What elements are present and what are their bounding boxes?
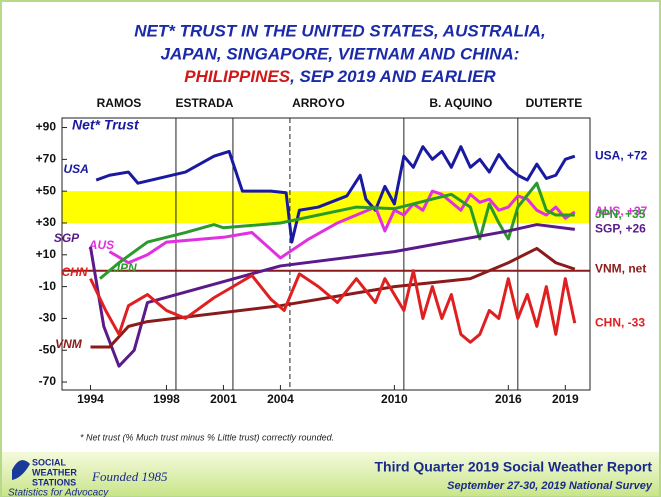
period-label: ARROYO bbox=[292, 96, 345, 110]
period-label: RAMOS bbox=[97, 96, 142, 110]
title-line: JAPAN, SINGAPORE, VIETNAM AND CHINA: bbox=[161, 44, 520, 63]
series-line bbox=[95, 145, 576, 244]
org-name: WEATHER bbox=[32, 467, 77, 477]
tagline: Statistics for Advocacy bbox=[8, 488, 109, 497]
subtitle-part: PHILIPPINES bbox=[184, 67, 290, 86]
period-label: ESTRADA bbox=[175, 96, 233, 110]
founded: Founded 1985 bbox=[91, 469, 168, 484]
series-line bbox=[108, 189, 576, 265]
y-tick-label: +50 bbox=[36, 183, 57, 197]
series-name: SGP bbox=[54, 231, 80, 245]
title-line: NET* TRUST IN THE UNITED STATES, AUSTRAL… bbox=[134, 21, 545, 40]
y-tick-label: -30 bbox=[39, 311, 57, 325]
report: Third Quarter 2019 Social Weather Report bbox=[375, 459, 653, 475]
end-label: USA, +72 bbox=[595, 148, 648, 162]
series-line bbox=[99, 181, 575, 280]
y-tick-label: +10 bbox=[36, 247, 57, 261]
footer-bg bbox=[2, 452, 659, 496]
survey: September 27-30, 2019 National Survey bbox=[447, 480, 653, 492]
y-tick-label: +70 bbox=[36, 152, 57, 166]
series-name: AUS bbox=[88, 238, 114, 252]
x-tick-label: 2004 bbox=[267, 392, 294, 406]
x-tick-label: 1994 bbox=[77, 392, 104, 406]
band bbox=[62, 191, 590, 223]
org-name: SOCIAL bbox=[32, 457, 67, 467]
y-tick-label: -50 bbox=[39, 342, 57, 356]
y-tick-label: +90 bbox=[36, 120, 57, 134]
series-name: CHN bbox=[61, 265, 87, 279]
end-label: SGP, +26 bbox=[595, 222, 646, 236]
y-tick-label: -10 bbox=[39, 279, 57, 293]
x-tick-label: 2010 bbox=[381, 392, 408, 406]
y-tick-label: +30 bbox=[36, 215, 57, 229]
x-tick-label: 1998 bbox=[153, 392, 180, 406]
footnote: * Net trust (% Much trust minus % Little… bbox=[80, 432, 334, 442]
logo bbox=[12, 460, 30, 480]
end-label: VNM, net bbox=[595, 261, 646, 275]
series-name: JPN bbox=[113, 261, 137, 275]
end-label: JPN, +35 bbox=[595, 207, 646, 221]
y-tick-label: -70 bbox=[39, 374, 57, 388]
x-tick-label: 2019 bbox=[552, 392, 579, 406]
series-name: VNM bbox=[55, 337, 83, 351]
subtitle-part: , SEP 2019 AND EARLIER bbox=[289, 67, 496, 86]
x-tick-label: 2016 bbox=[495, 392, 522, 406]
series-name: USA bbox=[64, 162, 89, 176]
period-label: DUTERTE bbox=[526, 96, 583, 110]
series-line bbox=[89, 269, 577, 344]
end-label: CHN, -33 bbox=[595, 315, 645, 329]
plot-border bbox=[61, 117, 591, 391]
period-label: B. AQUINO bbox=[429, 96, 492, 110]
x-tick-label: 2001 bbox=[210, 392, 237, 406]
subtitle: PHILIPPINES, SEP 2019 AND EARLIER bbox=[184, 67, 496, 86]
end-label: AUS, +37 bbox=[595, 204, 648, 218]
plot-label: Net* Trust bbox=[72, 117, 140, 133]
org-name: STATIONS bbox=[32, 477, 76, 487]
series-line bbox=[90, 246, 576, 349]
